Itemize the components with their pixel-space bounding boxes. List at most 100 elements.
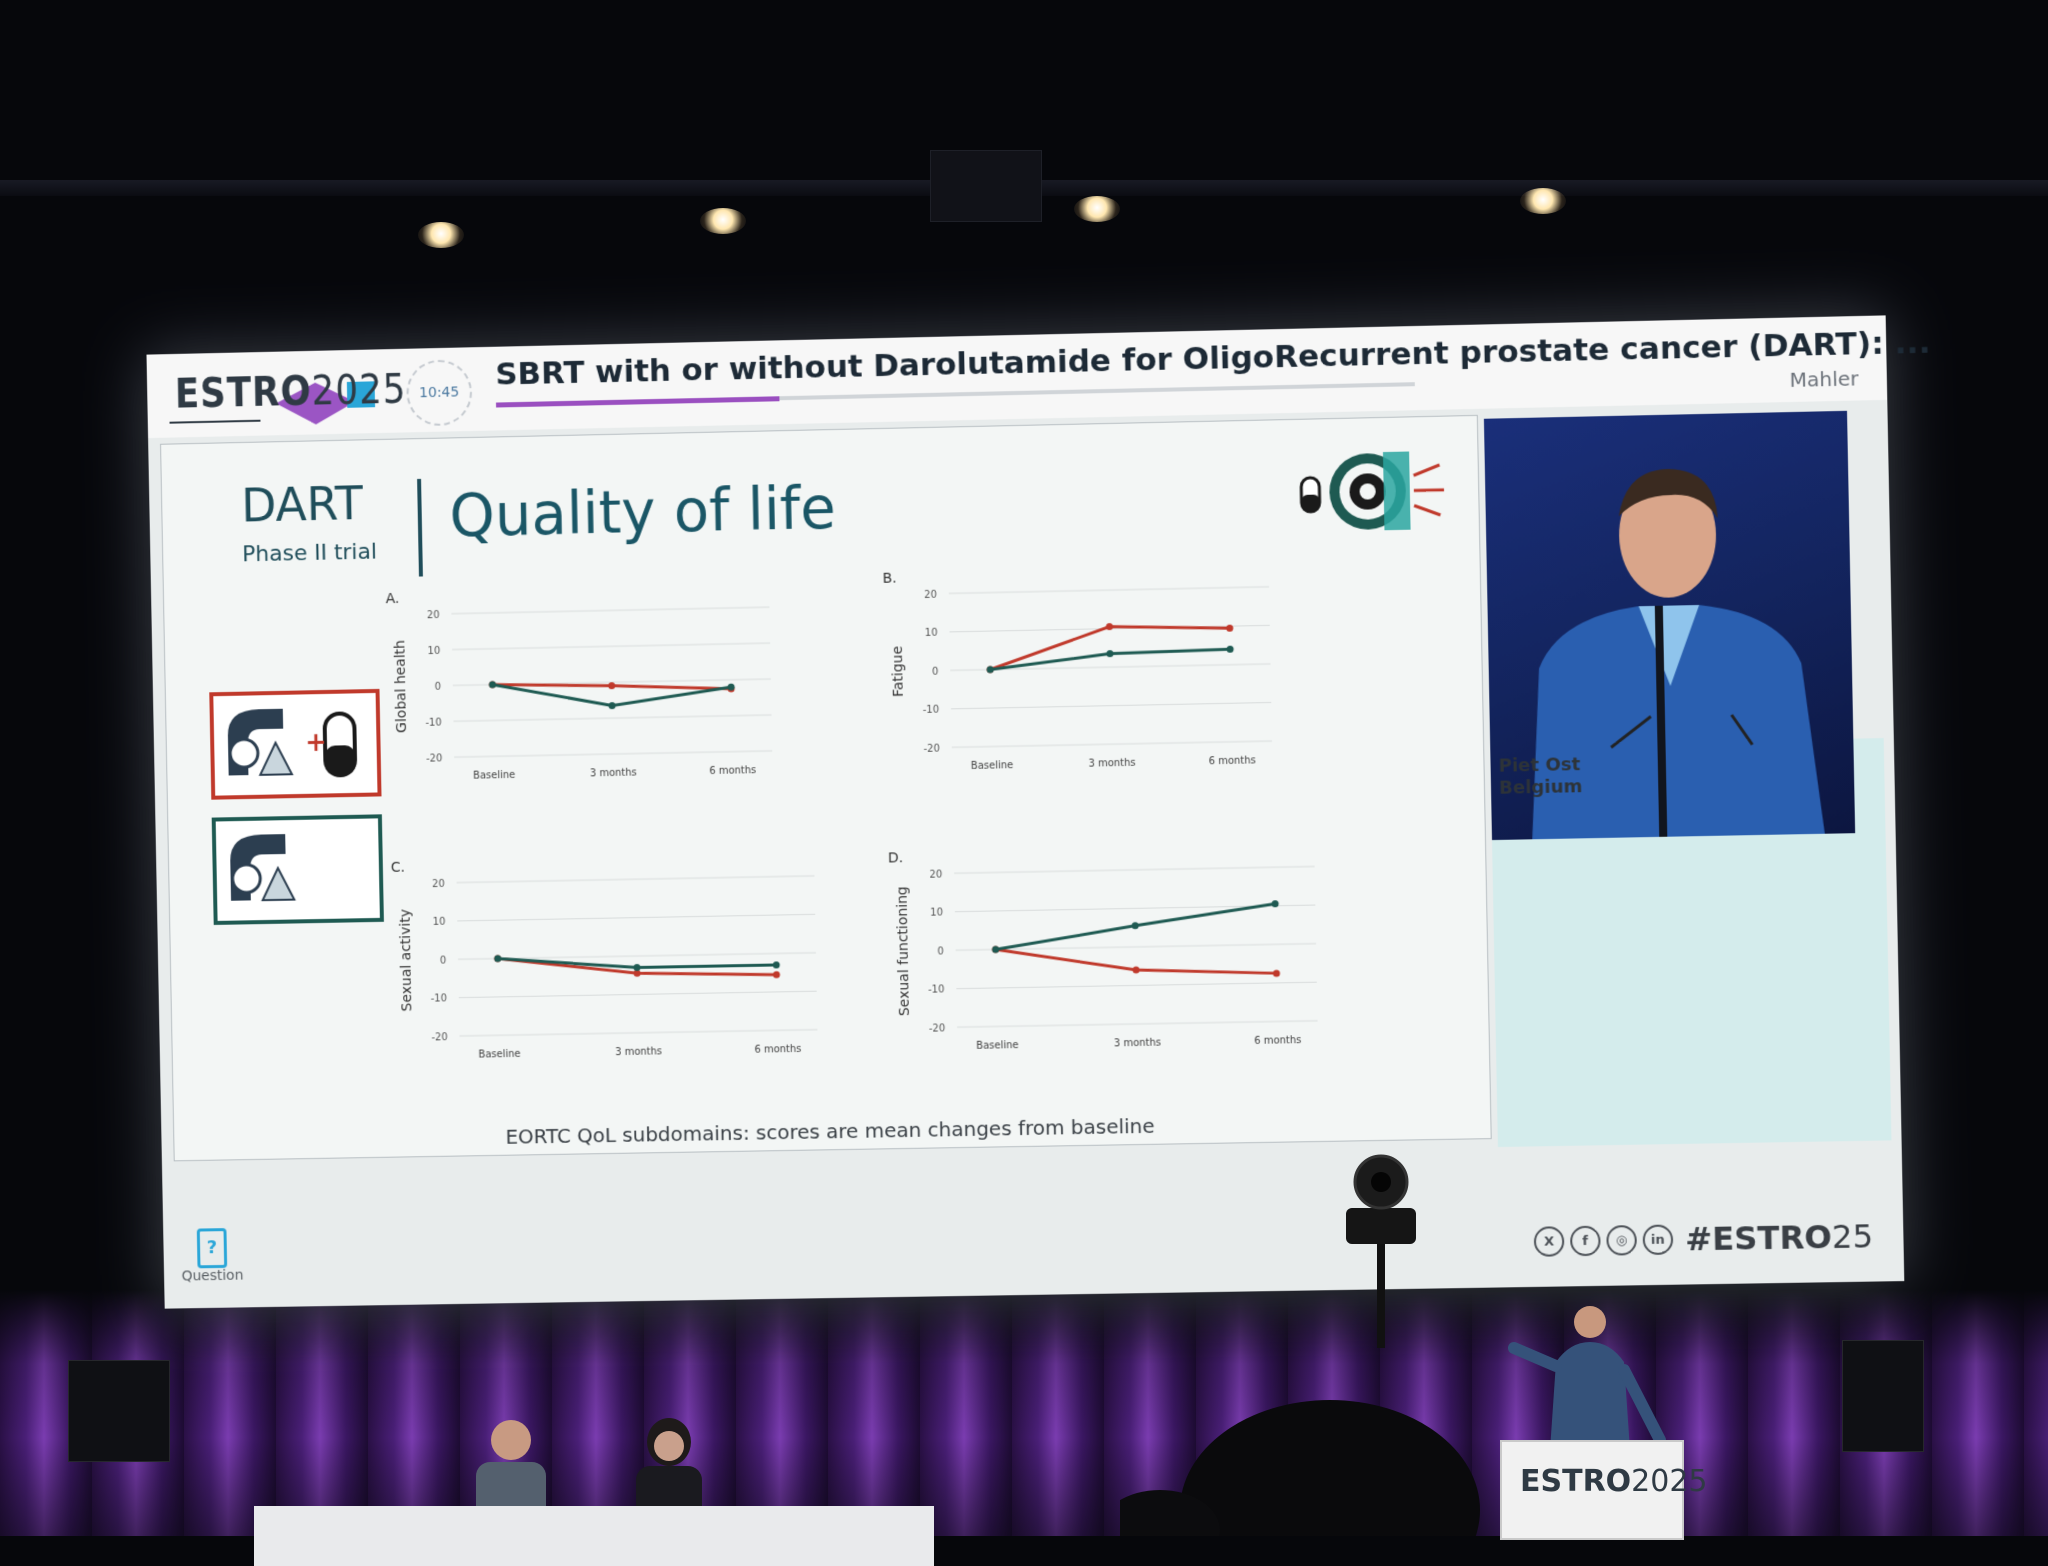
- gridline: [956, 982, 1316, 988]
- y-tick-label: -20: [426, 753, 442, 764]
- panel-label: D.: [888, 850, 903, 866]
- data-point: [608, 701, 616, 710]
- hashtag: #ESTRO25: [1685, 1217, 1874, 1258]
- slide: DART Phase II trial Quality of life: [160, 414, 1492, 1162]
- gridline: [457, 914, 815, 921]
- y-tick-label: -20: [923, 744, 940, 755]
- data-point: [1271, 900, 1279, 908]
- data-point: [1226, 645, 1234, 653]
- progress-fill: [495, 396, 780, 408]
- y-tick-label: -10: [928, 985, 945, 996]
- gridline: [951, 702, 1271, 708]
- panel-label: C.: [391, 860, 405, 876]
- data-point: [1105, 622, 1113, 630]
- speaker-name: Piet Ost: [1498, 754, 1581, 777]
- gridline: [451, 607, 769, 614]
- lectern-logo-text: ESTRO: [1520, 1464, 1632, 1499]
- facebook-icon[interactable]: f: [1569, 1225, 1601, 1257]
- data-point: [494, 955, 502, 963]
- stage-light: [1520, 188, 1566, 214]
- trial-phase: Phase II trial: [242, 539, 378, 568]
- gridline: [453, 715, 771, 721]
- question-button[interactable]: ? Question: [177, 1228, 247, 1285]
- y-tick-label: 10: [930, 908, 943, 919]
- projection-screen: ESTRO2025 10:45 SBRT with or without Dar…: [146, 315, 1931, 1309]
- chart-sexual-activity: C. 20 10 0 -10 -20 Sexual activity Baseline 3 mo…: [391, 860, 828, 1061]
- stage-monitor-left: [68, 1360, 170, 1462]
- data-point: [633, 969, 641, 977]
- stage-light: [418, 222, 464, 248]
- speaker-video: [1483, 410, 1856, 841]
- y-tick-label: -20: [431, 1032, 447, 1043]
- gridline: [949, 587, 1269, 594]
- y-tick-label: -10: [923, 705, 940, 716]
- gridline: [452, 643, 770, 650]
- x-tick-label: 3 months: [615, 1046, 662, 1058]
- data-point: [488, 681, 496, 689]
- radiation-target-icon: [1296, 451, 1448, 531]
- ceiling-speaker: [930, 150, 1042, 222]
- question-label: Question: [181, 1267, 244, 1285]
- y-tick-label: 10: [925, 628, 938, 639]
- series-line-0: [989, 624, 1230, 669]
- talk-title: SBRT with or without Darolutamide for Ol…: [495, 324, 1931, 393]
- data-point: [727, 683, 735, 691]
- hashtag-text: #ESTRO: [1684, 1217, 1833, 1259]
- gridline: [957, 1021, 1317, 1027]
- lectern: ESTRO2025: [1500, 1440, 1708, 1540]
- arm-sbrt-alone: [211, 814, 384, 925]
- data-point: [1105, 649, 1113, 657]
- arm-sbrt-plus-darolutamide: +: [209, 688, 382, 800]
- x-tick-label: 3 months: [1088, 758, 1135, 770]
- slide-title: Quality of life: [448, 473, 837, 550]
- instagram-icon[interactable]: ◎: [1606, 1225, 1637, 1256]
- title-divider: [417, 478, 423, 577]
- x-tick-label: Baseline: [971, 760, 1014, 772]
- gridline: [459, 1030, 817, 1036]
- linkedin-icon[interactable]: in: [1642, 1224, 1674, 1256]
- y-tick-label: -10: [425, 718, 441, 729]
- gridline: [457, 876, 815, 883]
- phone-question-icon: ?: [196, 1228, 228, 1269]
- gridline: [459, 991, 817, 997]
- plus-sign: +: [304, 727, 328, 759]
- x-icon[interactable]: X: [1533, 1226, 1565, 1257]
- panelist-woman: [636, 1418, 702, 1520]
- x-tick-label: Baseline: [478, 1049, 520, 1061]
- data-point: [1131, 965, 1139, 973]
- y-tick-label: 0: [937, 946, 944, 957]
- sbrt-machine-icon: [216, 834, 380, 921]
- data-point: [1130, 921, 1138, 929]
- x-tick-label: Baseline: [976, 1040, 1019, 1052]
- speaker-on-stage: [1508, 1306, 1666, 1450]
- logo-year: 2025: [311, 366, 407, 415]
- presentation-header: ESTRO2025 10:45 SBRT with or without Dar…: [146, 315, 1931, 439]
- data-point: [1226, 624, 1234, 632]
- data-point: [1272, 969, 1281, 977]
- x-tick-label: 3 months: [590, 767, 637, 779]
- panel-label: B.: [882, 571, 896, 587]
- logo-text: ESTRO: [174, 368, 313, 418]
- y-axis-label: Fatigue: [890, 646, 907, 697]
- gridline: [454, 751, 772, 757]
- y-tick-label: 20: [929, 869, 942, 880]
- y-axis-label: Global health: [392, 640, 410, 733]
- timer-text: 10:45: [419, 384, 460, 402]
- social-links: X f ◎ in #ESTRO25: [1533, 1217, 1874, 1261]
- x-tick-label: 6 months: [1209, 755, 1256, 767]
- y-axis-label: Sexual functioning: [894, 886, 913, 1016]
- session-speaker: Mahler: [1789, 366, 1859, 392]
- y-axis-label: Sexual activity: [398, 909, 416, 1012]
- x-tick-label: Baseline: [473, 770, 515, 782]
- audience-heads: [1120, 1400, 1480, 1536]
- panel-label: A.: [386, 591, 400, 607]
- chart-fatigue: B. 20 10 0 -10 -20 Fatigue Baseline 3 months 6 mo…: [882, 571, 1282, 772]
- speaker-portrait: [1527, 467, 1825, 840]
- logo-diamond-icon: [275, 381, 376, 426]
- data-point: [772, 961, 780, 969]
- lectern-logo-year: 2025: [1631, 1464, 1708, 1499]
- panel-table: [254, 1506, 934, 1566]
- x-tick-label: 6 months: [1254, 1035, 1302, 1047]
- stage-light: [1074, 196, 1120, 222]
- y-tick-label: 0: [434, 682, 441, 693]
